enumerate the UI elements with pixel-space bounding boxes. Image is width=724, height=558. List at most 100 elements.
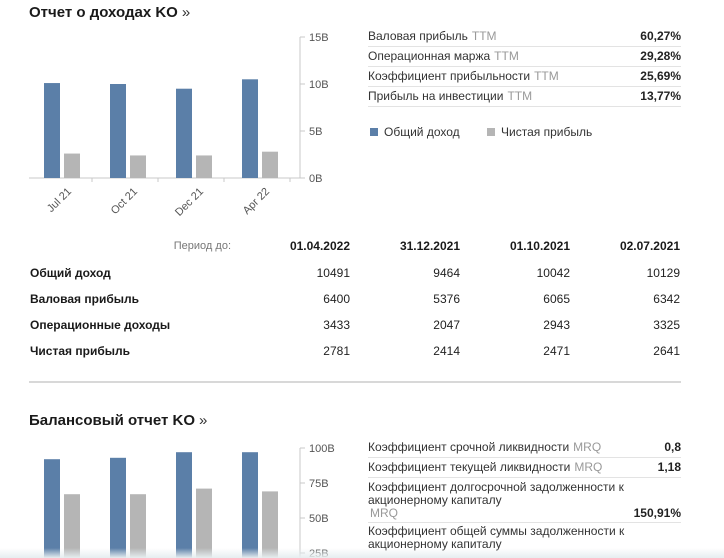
income-title-text[interactable]: Отчет о доходах KO xyxy=(29,4,178,21)
table-cell: 6065 xyxy=(543,292,570,306)
y-tick-label: 100B xyxy=(309,443,335,455)
ratio-label: Прибыль на инвестиции xyxy=(368,89,504,103)
income-section-title[interactable]: Отчет о доходах KO» xyxy=(29,4,190,21)
chevron-right-icon[interactable]: » xyxy=(198,412,208,429)
ratio-unit: TTM xyxy=(507,89,533,103)
ratio-label-cont: акционерному капиталу xyxy=(368,493,502,507)
ratio-value: 150,91% xyxy=(633,506,681,520)
balance-chart: 100B75B50B25B xyxy=(44,443,335,558)
ratio-value: 29,28% xyxy=(640,49,681,63)
bar-revenue xyxy=(176,88,192,178)
balance-ratio-row-4: Коэффициент общей суммы задолженности к … xyxy=(368,524,681,558)
row-label: Чистая прибыль xyxy=(30,344,130,358)
date-col-4: 02.07.2021 xyxy=(619,239,680,253)
table-cell: 5376 xyxy=(433,292,460,306)
row-label: Валовая прибыль xyxy=(30,292,139,306)
table-cell: 9464 xyxy=(433,266,460,280)
table-cell: 2414 xyxy=(433,344,460,358)
y-tick-label: 5B xyxy=(309,126,322,138)
table-header-row: Период до: 01.04.2022 31.12.2021 01.10.2… xyxy=(29,232,681,260)
table-cell: 10491 xyxy=(316,266,350,280)
ratio-unit: TTM xyxy=(534,69,559,83)
ratio-value: 1,18 xyxy=(657,460,681,474)
ratio-label: Коэффициент срочной ликвидности xyxy=(368,440,570,454)
y-tick-label: 75B xyxy=(309,478,329,490)
row-label: Операционные доходы xyxy=(30,318,171,332)
ratio-value: 0,8 xyxy=(664,440,681,454)
ratio-value: 13,77% xyxy=(640,89,681,103)
y-tick-label: 15B xyxy=(309,32,329,44)
table-cell: 3433 xyxy=(323,318,350,332)
x-tick-label: Dec 21 xyxy=(173,186,206,219)
ratio-unit: MRQ xyxy=(573,440,602,454)
ratio-label: Коэффициент долгосрочной задолженности к xyxy=(368,480,624,494)
date-col-2: 31.12.2021 xyxy=(399,239,460,253)
legend-swatch-net-income xyxy=(487,128,495,136)
ratio-label: Коэффициент текущей ликвидности xyxy=(368,460,571,474)
bar-revenue xyxy=(44,459,60,558)
ratio-unit: MRQ xyxy=(574,460,603,474)
table-cell: 3325 xyxy=(653,318,680,332)
row-label: Общий доход xyxy=(30,266,111,280)
bar-revenue xyxy=(176,452,192,558)
table-cell: 2641 xyxy=(653,344,680,358)
bar-net-income xyxy=(64,153,80,178)
table-cell: 2781 xyxy=(323,344,350,358)
table-row: Операционные доходы 3433 2047 2943 3325 xyxy=(29,312,681,338)
y-tick-label: 0B xyxy=(309,173,322,185)
bar-net-income xyxy=(130,494,146,558)
x-tick-label: Oct 21 xyxy=(109,186,140,217)
table-row: Общий доход 10491 9464 10042 10129 xyxy=(29,260,681,286)
bottom-fade xyxy=(0,548,724,558)
table-cell: 10042 xyxy=(536,266,570,280)
bar-revenue xyxy=(110,457,126,558)
bar-revenue xyxy=(242,79,258,178)
date-col-1: 01.04.2022 xyxy=(289,239,350,253)
legend-net-income: Чистая прибыль xyxy=(487,125,592,139)
bar-revenue xyxy=(242,452,258,558)
bar-net-income xyxy=(130,155,146,178)
ratio-unit: TTM xyxy=(494,49,519,63)
table-cell: 2047 xyxy=(433,318,460,332)
income-ratio-row-4: Прибыль на инвестиции TTM 13,77% xyxy=(368,87,681,107)
table-cell: 6400 xyxy=(323,292,350,306)
income-table: Период до: 01.04.2022 31.12.2021 01.10.2… xyxy=(29,232,681,364)
ratio-label: Коэффициент общей суммы задолженности к xyxy=(368,524,625,538)
ratio-label: Операционная маржа xyxy=(368,49,491,63)
date-col-3: 01.10.2021 xyxy=(509,239,570,253)
chevron-right-icon[interactable]: » xyxy=(181,4,191,21)
x-tick-label: Jul 21 xyxy=(45,186,74,215)
period-label: Период до: xyxy=(173,240,231,252)
bar-net-income xyxy=(196,155,212,178)
y-tick-label: 10B xyxy=(309,79,329,91)
bar-net-income xyxy=(196,488,212,558)
bar-net-income xyxy=(64,494,80,558)
ratio-label: Валовая прибыль xyxy=(368,29,468,43)
balance-ratio-row-3: Коэффициент долгосрочной задолженности к… xyxy=(368,478,681,523)
legend-label-revenue: Общий доход xyxy=(384,125,460,139)
section-divider xyxy=(29,381,681,383)
ratio-unit: MRQ xyxy=(370,506,398,520)
table-cell: 2943 xyxy=(543,318,570,332)
table-row: Чистая прибыль 2781 2414 2471 2641 xyxy=(29,338,681,364)
table-row: Валовая прибыль 6400 5376 6065 6342 xyxy=(29,286,681,312)
balance-title-text[interactable]: Балансовый отчет KO xyxy=(29,412,195,429)
legend-label-net-income: Чистая прибыль xyxy=(501,125,593,139)
income-ratio-row-2: Операционная маржа TTM 29,28% xyxy=(368,47,681,67)
ratio-label: Коэффициент прибыльности xyxy=(368,69,531,83)
bar-revenue xyxy=(110,84,126,178)
bar-net-income xyxy=(262,491,278,558)
balance-section-title[interactable]: Балансовый отчет KO» xyxy=(29,412,207,429)
balance-ratio-row-2: Коэффициент текущей ликвидности MRQ 1,18 xyxy=(368,458,681,478)
legend-swatch-revenue xyxy=(370,128,378,136)
table-cell: 6342 xyxy=(653,292,680,306)
bar-net-income xyxy=(262,151,278,178)
balance-ratio-row-1: Коэффициент срочной ликвидности MRQ 0,8 xyxy=(368,438,681,458)
table-cell: 2471 xyxy=(543,344,570,358)
table-cell: 10129 xyxy=(646,266,680,280)
income-ratio-row-1: Валовая прибыль TTM 60,27% xyxy=(368,27,681,47)
ratio-value: 60,27% xyxy=(640,29,681,43)
ratio-label-cont: акционерному капиталу xyxy=(368,537,502,551)
x-tick-label: Apr 22 xyxy=(241,186,272,217)
ratio-unit: TTM xyxy=(471,29,497,43)
